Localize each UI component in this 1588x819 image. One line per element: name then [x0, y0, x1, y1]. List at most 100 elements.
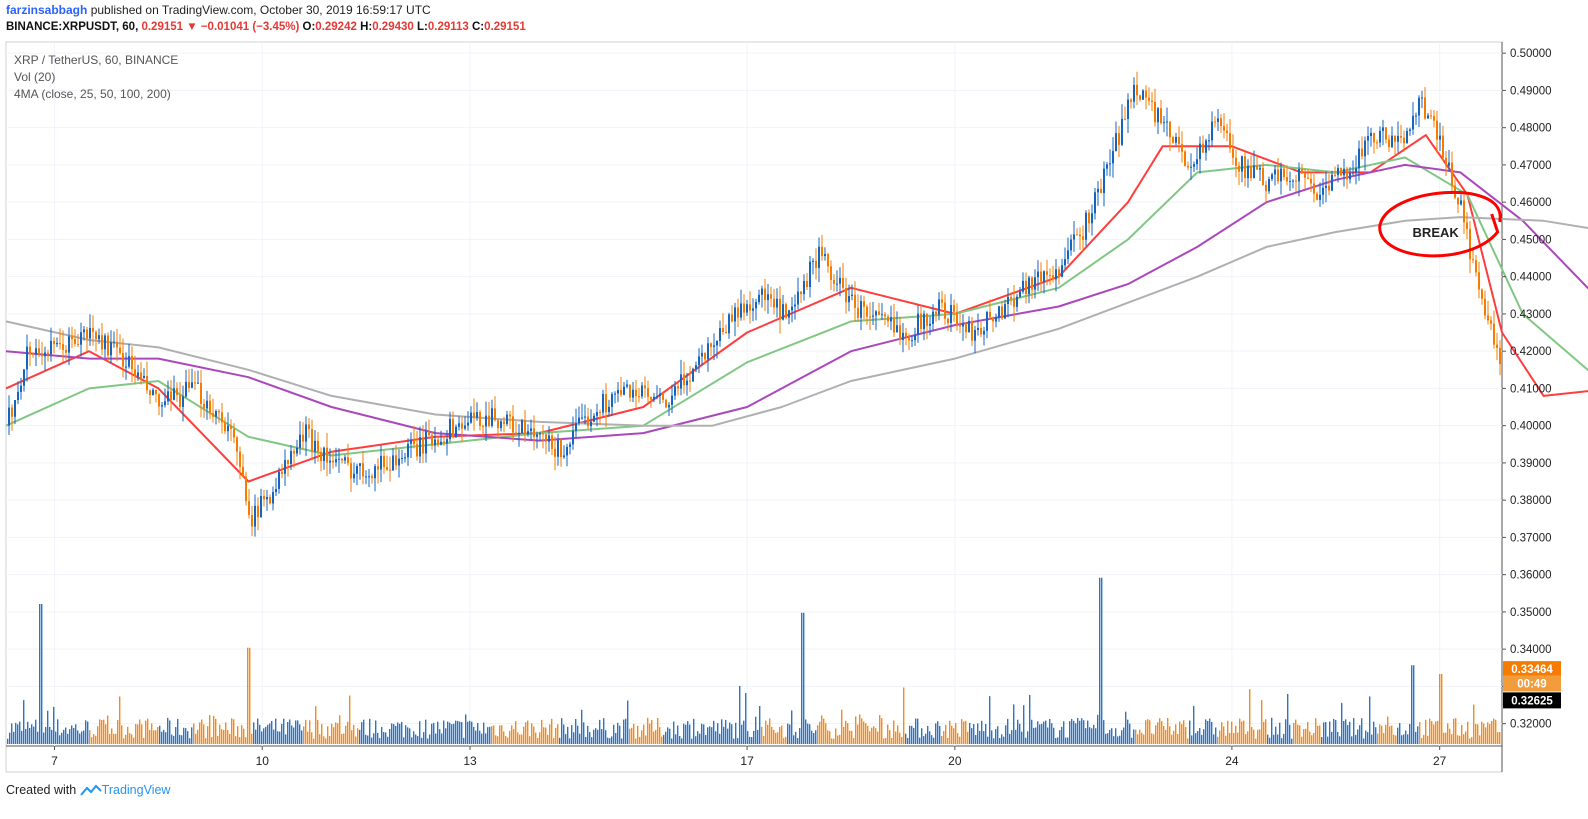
- candle-body: [299, 434, 301, 448]
- candle-body: [656, 396, 658, 398]
- volume-bar: [857, 724, 859, 744]
- candle-body: [200, 382, 202, 404]
- volume-bar: [25, 728, 27, 744]
- volume-bar: [905, 733, 907, 744]
- candle-body: [278, 471, 280, 489]
- volume-bar: [1417, 726, 1419, 744]
- price-axis[interactable]: 0.50000 0.49000 0.48000 0.47000 0.46000 0.450…: [1502, 48, 1552, 731]
- volume-bar: [1221, 722, 1223, 744]
- volume-bar: [1461, 724, 1463, 744]
- candle-body: [1319, 194, 1321, 200]
- volume-bar: [75, 724, 77, 744]
- candle-body: [173, 388, 175, 400]
- volume-bar: [275, 718, 277, 744]
- candle-body: [1367, 136, 1369, 141]
- volume-bar: [639, 736, 641, 744]
- volume-bar: [159, 725, 161, 744]
- footer: Created with TradingView: [6, 783, 170, 798]
- candle-body: [35, 348, 37, 355]
- volume-bar: [1451, 734, 1453, 744]
- volume-bar: [885, 737, 887, 744]
- volume-bar: [403, 737, 405, 744]
- candle-body: [608, 406, 610, 413]
- volume-bar: [1181, 724, 1183, 744]
- volume-bar: [995, 729, 997, 744]
- volume-bar: [501, 725, 503, 744]
- volume-bar: [1155, 725, 1157, 744]
- volume-bar: [1167, 717, 1169, 744]
- volume-bar: [945, 724, 947, 744]
- volume-bar: [23, 700, 25, 744]
- volume-bar: [797, 738, 799, 744]
- legend-symbol[interactable]: XRP / TetherUS, 60, BINANCE: [14, 53, 179, 67]
- candle-body: [17, 391, 19, 401]
- candle-body: [1094, 192, 1096, 214]
- volume-bar: [699, 733, 701, 744]
- candle-body: [113, 341, 115, 343]
- volume-bar: [489, 726, 491, 744]
- volume-bar: [1269, 737, 1271, 744]
- volume-bar: [967, 731, 969, 744]
- volume-bar: [475, 730, 477, 744]
- candle-body: [1247, 165, 1249, 179]
- volume-bar: [1471, 737, 1473, 744]
- volume-bar: [1023, 705, 1025, 744]
- volume-bar: [1331, 731, 1333, 744]
- volume-bar: [303, 726, 305, 744]
- candle-body: [359, 463, 361, 466]
- author-name[interactable]: farzinsabbagh: [6, 3, 88, 17]
- volume-bar: [957, 733, 959, 744]
- candle-body: [851, 294, 853, 297]
- volume-bar: [589, 732, 591, 744]
- candle-body: [887, 316, 889, 322]
- candle-body: [50, 340, 52, 355]
- candle-body: [1376, 142, 1378, 144]
- volume-bar: [1175, 724, 1177, 744]
- candle-body: [455, 426, 457, 438]
- legend-moving-averages[interactable]: 4MA (close, 25, 50, 100, 200): [14, 87, 171, 101]
- volume-bar: [943, 731, 945, 744]
- candle-body: [353, 473, 355, 479]
- volume-bar: [383, 731, 385, 744]
- candle-body: [1484, 298, 1486, 316]
- break-circle[interactable]: [1378, 190, 1502, 258]
- volume-bar: [367, 735, 369, 744]
- tradingview-brand[interactable]: TradingView: [101, 783, 171, 797]
- volume-bar: [1093, 724, 1095, 744]
- candle-body: [1001, 306, 1003, 319]
- volume-bar: [875, 728, 877, 744]
- volume-bar: [555, 727, 557, 744]
- candle-body: [515, 432, 517, 435]
- volume-bar: [453, 723, 455, 744]
- volume-bar: [163, 729, 165, 744]
- volume-bar: [491, 726, 493, 744]
- volume-bar: [693, 718, 695, 744]
- volume-bar: [563, 724, 565, 744]
- candle-body: [1190, 166, 1192, 168]
- volume-bar: [1235, 725, 1237, 744]
- volume-bar: [83, 730, 85, 744]
- volume-bar: [1455, 718, 1457, 744]
- candle-body: [1487, 315, 1489, 321]
- candle-body: [734, 307, 736, 322]
- annotations-layer[interactable]: BREAKTESTNEW LOW: [1378, 190, 1588, 599]
- volume-bar: [1191, 735, 1193, 744]
- candle-body: [1166, 121, 1168, 123]
- volume-bar: [1253, 729, 1255, 744]
- volume-bar: [245, 737, 247, 744]
- candle-body: [1463, 200, 1465, 223]
- volume-bar: [841, 709, 843, 744]
- volume-bar: [1367, 732, 1369, 744]
- candle-body: [341, 458, 343, 461]
- volume-bar: [471, 721, 473, 744]
- volume-bar: [171, 734, 173, 744]
- volume-bar: [631, 727, 633, 744]
- grid-layer: [6, 42, 1502, 746]
- volume-bar: [461, 722, 463, 744]
- time-axis[interactable]: 7101317202427Jul48111518: [51, 746, 1588, 768]
- legend-volume[interactable]: Vol (20): [14, 70, 56, 84]
- price-chart[interactable]: BREAKTESTNEW LOW 0.500000.490000.480000.…: [0, 0, 1588, 780]
- volume-bar: [29, 727, 31, 744]
- volume-bar: [15, 722, 17, 744]
- volume-bar: [879, 715, 881, 744]
